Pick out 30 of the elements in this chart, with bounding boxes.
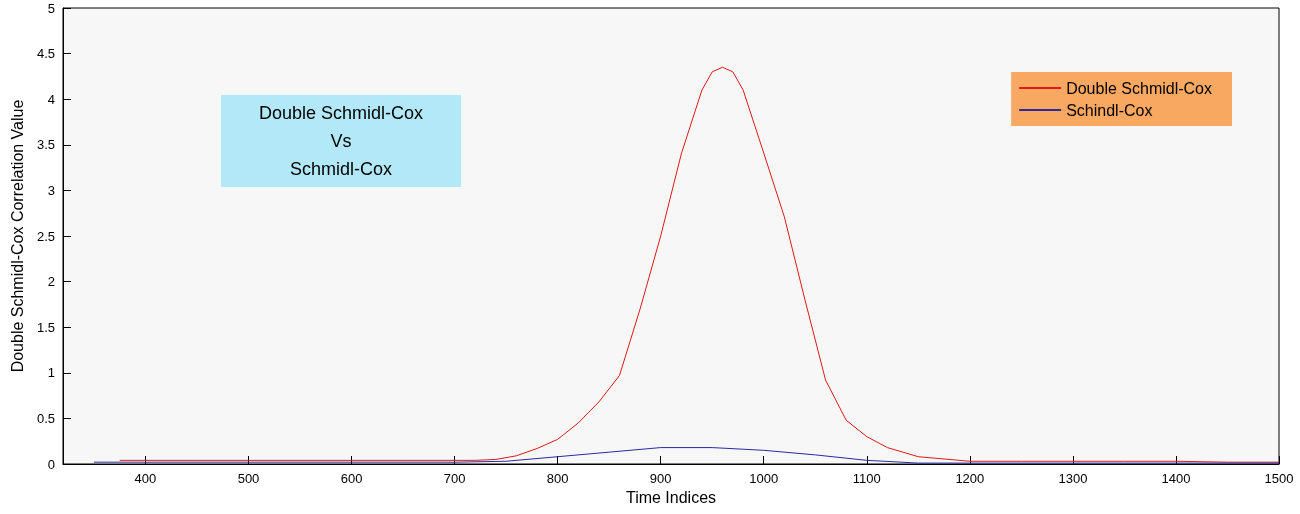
y-axis-title: Double Schmidl-Cox Correlation Value	[8, 99, 26, 373]
x-tick-label: 1100	[852, 471, 881, 486]
x-tick-label: 1000	[749, 471, 779, 486]
x-tick-label: 800	[546, 471, 569, 486]
line-series	[93, 447, 1280, 464]
y-tick-label: 2	[47, 274, 55, 290]
x-tick-label: 1300	[1058, 471, 1088, 486]
x-tick-label: 500	[237, 471, 260, 486]
y-tick-label: 2.5	[36, 228, 55, 244]
x-tick-label: 1500	[1264, 471, 1294, 486]
y-tick-label: 5	[47, 0, 55, 16]
y-tick-label: 1	[47, 365, 55, 381]
annotation: Double Schmidl-Cox Vs Schmidl-Cox	[258, 103, 424, 179]
y-tick-label: 3	[47, 182, 55, 198]
y-tick-label: 0.5	[36, 410, 55, 426]
x-tick-label: 900	[649, 471, 672, 486]
x-tick-label: 1400	[1161, 471, 1191, 486]
x-tick-label: 400	[134, 471, 157, 486]
y-tick-label: 4.5	[36, 46, 55, 62]
y-tick-label: 0	[47, 456, 55, 472]
y-tick-label: 3.5	[36, 137, 55, 153]
legend-label: Double Schmidl-Cox	[1066, 79, 1213, 97]
x-axis-title: Time Indices	[625, 489, 717, 507]
x-tick-label: 1200	[955, 471, 985, 486]
y-tick-label: 4	[47, 91, 55, 107]
legend-label: Schindl-Cox	[1066, 101, 1153, 119]
x-tick-label: 600	[340, 471, 363, 486]
y-tick-label: 1.5	[36, 319, 55, 335]
text-box: Double Schmidl-Cox Vs Schmidl-Cox	[221, 95, 461, 187]
x-tick-label: 700	[443, 471, 466, 486]
